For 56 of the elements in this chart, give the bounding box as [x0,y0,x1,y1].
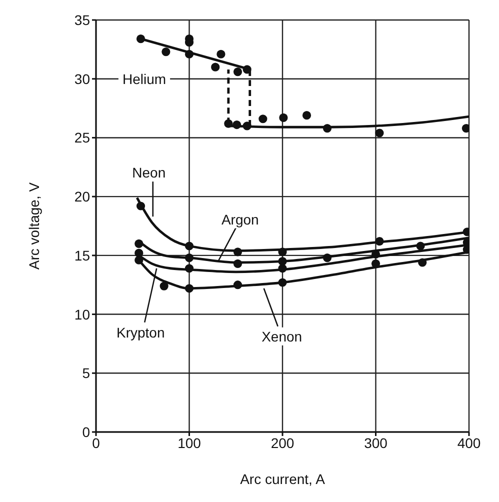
point [134,248,144,258]
point [462,124,469,133]
point [184,284,194,293]
point [233,67,242,76]
point [258,114,268,124]
point [322,124,332,133]
point [216,50,226,58]
x-tick-label: 100 [178,434,202,451]
point [278,278,287,287]
x-tick-label: 0 [92,434,100,451]
x-tick-label: 300 [364,434,388,451]
point [184,50,194,58]
point [278,248,287,256]
point [184,253,194,262]
point [322,253,332,262]
annotation: Neon [132,164,166,181]
point [184,264,194,273]
x-tick-label: 200 [270,434,294,451]
x-axis-title: Arc current, A [240,471,326,487]
annotation: Helium [122,71,166,88]
point [233,248,242,256]
y-tick-label: 25 [74,130,90,146]
annotation: Argon [221,211,259,228]
y-tick-label: 35 [74,12,90,28]
point [233,280,242,290]
annotation: Krypton [116,324,165,340]
point [211,62,220,72]
y-tick-label: 15 [74,247,90,264]
y-tick-label: 0 [82,424,90,440]
x-tick-label: 400 [457,434,481,451]
point [232,120,242,130]
y-tick-label: 30 [74,70,90,87]
point [162,47,170,56]
y-tick-label: 5 [82,365,90,382]
point [242,122,252,130]
point [134,256,144,264]
point [375,128,384,138]
point [278,264,287,273]
point [136,34,146,44]
point [136,202,146,210]
y-axis-title: Arc voltage, V [26,182,42,270]
y-tick-label: 10 [74,306,90,322]
point [278,257,287,266]
point [279,113,288,122]
y-tick-label: 20 [74,188,90,205]
point [375,237,384,246]
point [242,65,252,74]
point [233,259,242,268]
point [302,111,312,120]
point [184,242,194,250]
point [418,258,427,267]
point [224,119,233,128]
point [134,239,144,248]
point [416,242,425,250]
annotation: Xenon [262,328,302,344]
point [160,282,168,290]
